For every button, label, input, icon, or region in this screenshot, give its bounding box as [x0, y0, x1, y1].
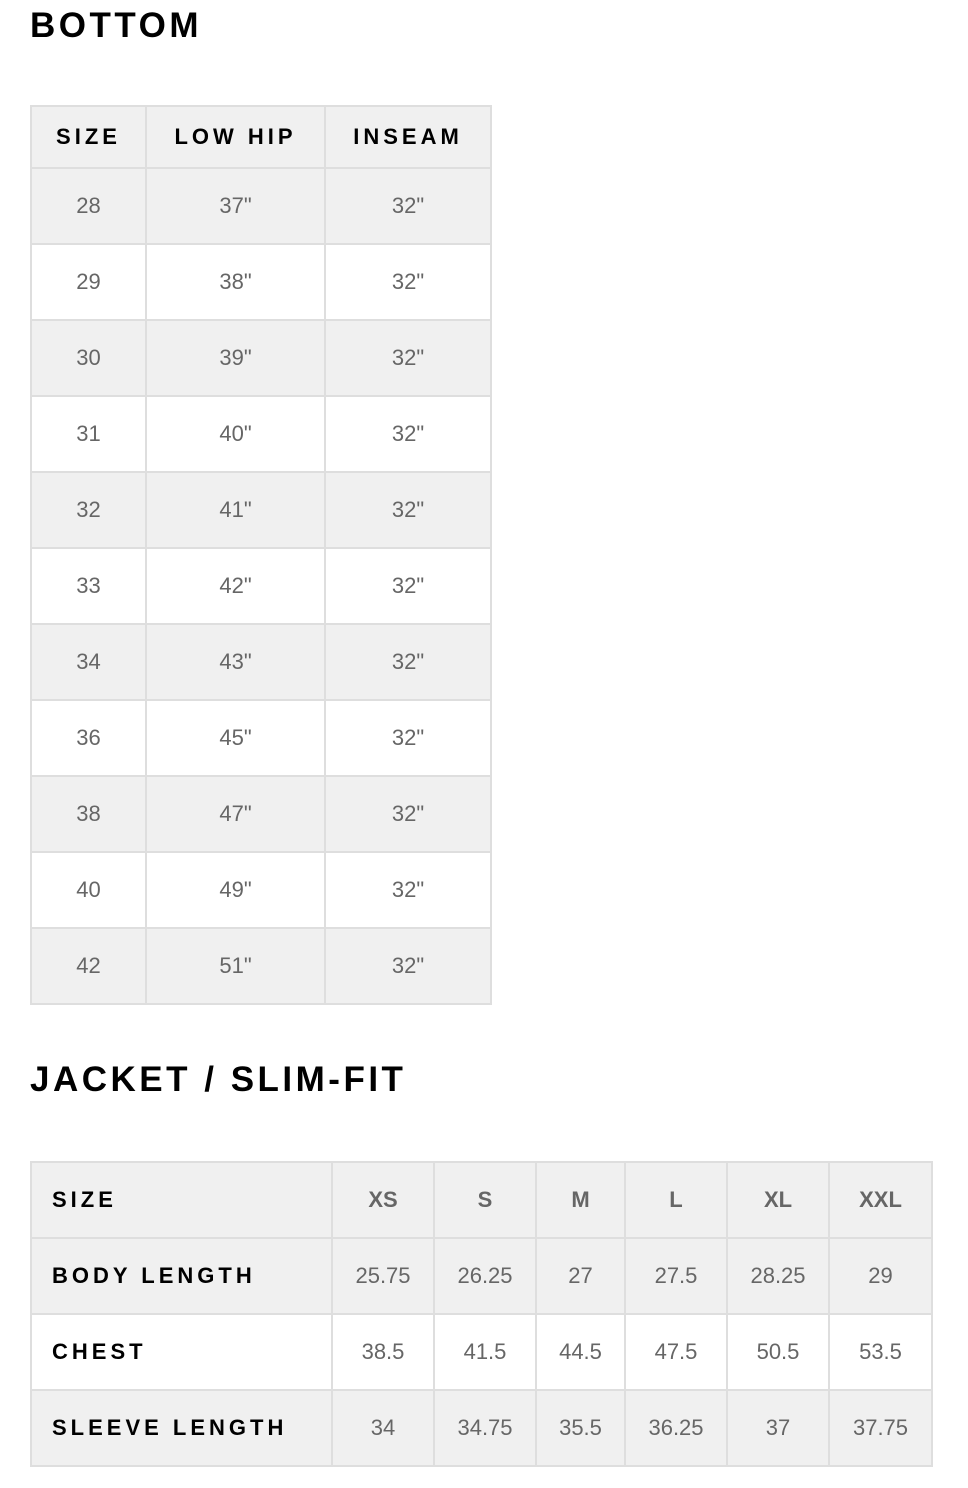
table-cell: 44.5 — [535, 1313, 626, 1391]
table-cell: 47" — [145, 775, 326, 853]
table-row: 31 40" 32" — [30, 395, 492, 473]
table-cell: 41" — [145, 471, 326, 549]
size-header: XXL — [828, 1161, 933, 1239]
size-header: XL — [726, 1161, 830, 1239]
size-header: L — [624, 1161, 728, 1239]
table-cell: 50.5 — [726, 1313, 830, 1391]
table-cell: 32" — [324, 167, 492, 245]
table-row: 28 37" 32" — [30, 167, 492, 245]
table-cell: 37.75 — [828, 1389, 933, 1467]
table-cell: 29 — [30, 243, 147, 321]
table-row: 29 38" 32" — [30, 243, 492, 321]
table-cell: 32" — [324, 623, 492, 701]
jacket-size-table: SIZE XS S M L XL XXL BODY LENGTH 25.75 26.25 27 27.… — [30, 1161, 933, 1467]
table-row: 30 39" 32" — [30, 319, 492, 397]
table-cell: 36 — [30, 699, 147, 777]
table-cell: 38" — [145, 243, 326, 321]
table-cell: 43" — [145, 623, 326, 701]
table-cell: 32" — [324, 699, 492, 777]
table-cell: 39" — [145, 319, 326, 397]
table-cell: 45" — [145, 699, 326, 777]
table-cell: 32 — [30, 471, 147, 549]
table-row: 40 49" 32" — [30, 851, 492, 929]
table-row: 36 45" 32" — [30, 699, 492, 777]
table-cell: 25.75 — [331, 1237, 435, 1315]
table-row: 32 41" 32" — [30, 471, 492, 549]
jacket-title: JACKET / SLIM-FIT — [30, 1060, 407, 1099]
row-label: SIZE — [30, 1161, 333, 1239]
table-cell: 26.25 — [433, 1237, 537, 1315]
table-cell: 40 — [30, 851, 147, 929]
table-cell: 34.75 — [433, 1389, 537, 1467]
table-cell: 32" — [324, 547, 492, 625]
table-row: 38 47" 32" — [30, 775, 492, 853]
size-header: XS — [331, 1161, 435, 1239]
table-row: CHEST 38.5 41.5 44.5 47.5 50.5 53.5 — [30, 1313, 933, 1391]
table-cell: 38.5 — [331, 1313, 435, 1391]
table-cell: 28.25 — [726, 1237, 830, 1315]
table-cell: 49" — [145, 851, 326, 929]
table-cell: 32" — [324, 243, 492, 321]
bottom-size-table: SIZE LOW HIP INSEAM 28 37" 32" 29 38" 32" 30 39" 32… — [30, 105, 492, 1005]
column-header: LOW HIP — [145, 105, 326, 169]
column-header: INSEAM — [324, 105, 492, 169]
table-cell: 33 — [30, 547, 147, 625]
table-row: 42 51" 32" — [30, 927, 492, 1005]
row-label: BODY LENGTH — [30, 1237, 333, 1315]
size-header: S — [433, 1161, 537, 1239]
table-cell: 27.5 — [624, 1237, 728, 1315]
table-cell: 40" — [145, 395, 326, 473]
column-header: SIZE — [30, 105, 147, 169]
table-cell: 42" — [145, 547, 326, 625]
size-header: M — [535, 1161, 626, 1239]
table-cell: 37" — [145, 167, 326, 245]
table-row: 33 42" 32" — [30, 547, 492, 625]
table-row: 34 43" 32" — [30, 623, 492, 701]
table-cell: 42 — [30, 927, 147, 1005]
table-cell: 53.5 — [828, 1313, 933, 1391]
header-row: SIZE XS S M L XL XXL — [30, 1161, 933, 1239]
table-cell: 38 — [30, 775, 147, 853]
table-cell: 27 — [535, 1237, 626, 1315]
table-cell: 31 — [30, 395, 147, 473]
table-cell: 35.5 — [535, 1389, 626, 1467]
row-label: CHEST — [30, 1313, 333, 1391]
table-cell: 32" — [324, 319, 492, 397]
table-cell: 36.25 — [624, 1389, 728, 1467]
table-cell: 32" — [324, 927, 492, 1005]
table-cell: 29 — [828, 1237, 933, 1315]
bottom-title: BOTTOM — [30, 6, 203, 45]
table-row: BODY LENGTH 25.75 26.25 27 27.5 28.25 29 — [30, 1237, 933, 1315]
table-cell: 37 — [726, 1389, 830, 1467]
table-cell: 34 — [331, 1389, 435, 1467]
header-row: SIZE LOW HIP INSEAM — [30, 105, 492, 169]
table-cell: 30 — [30, 319, 147, 397]
table-cell: 34 — [30, 623, 147, 701]
table-cell: 28 — [30, 167, 147, 245]
table-cell: 32" — [324, 471, 492, 549]
table-cell: 41.5 — [433, 1313, 537, 1391]
row-label: SLEEVE LENGTH — [30, 1389, 333, 1467]
table-cell: 32" — [324, 851, 492, 929]
table-cell: 32" — [324, 395, 492, 473]
table-cell: 51" — [145, 927, 326, 1005]
table-cell: 32" — [324, 775, 492, 853]
table-cell: 47.5 — [624, 1313, 728, 1391]
table-row: SLEEVE LENGTH 34 34.75 35.5 36.25 37 37.75 — [30, 1389, 933, 1467]
